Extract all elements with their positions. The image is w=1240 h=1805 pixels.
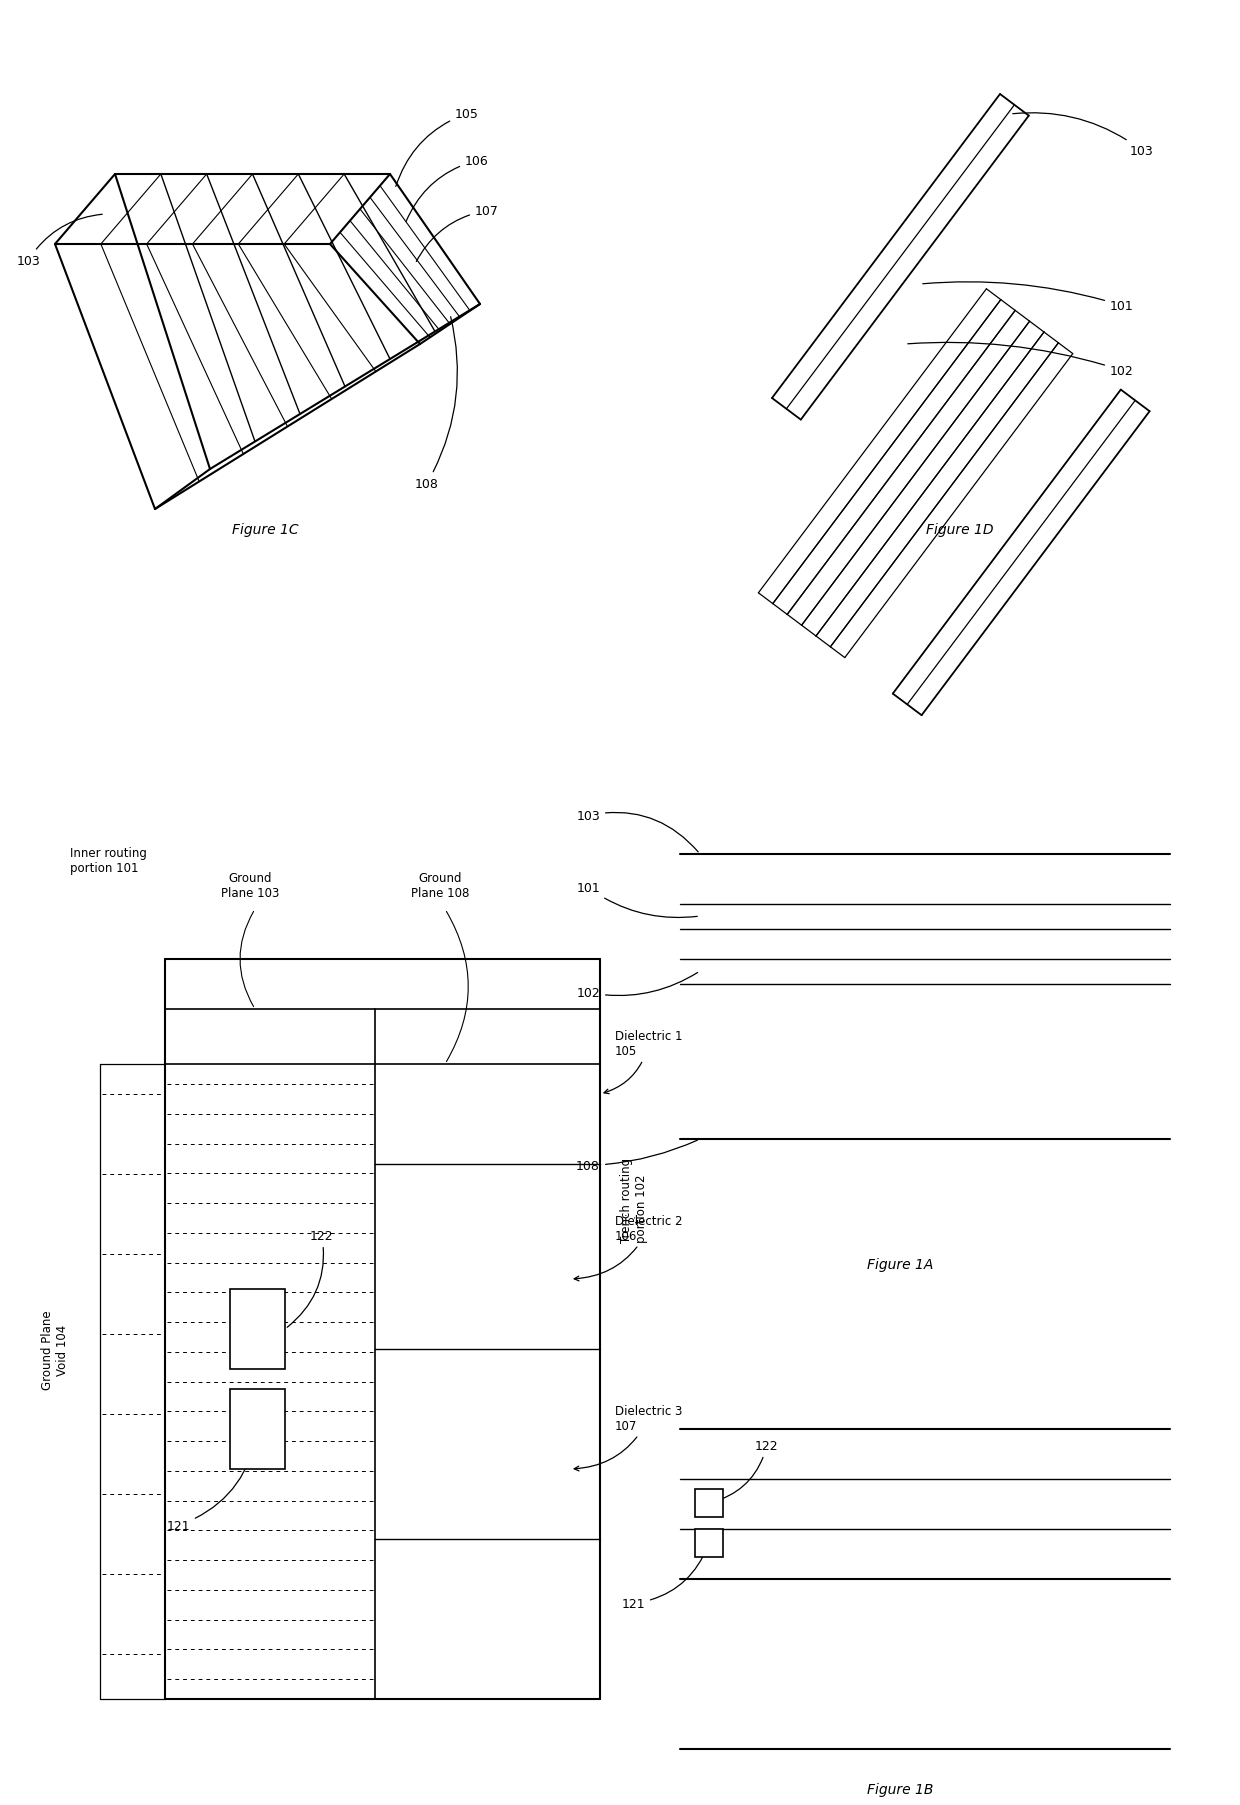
Text: Ground
Plane 103: Ground Plane 103 [221,872,279,899]
Text: 121: 121 [621,1545,708,1610]
Text: 108: 108 [415,318,458,491]
Text: Figure 1C: Figure 1C [232,523,299,536]
Text: Trench routing
portion 102: Trench routing portion 102 [620,1157,649,1242]
Text: Dielectric 2
106: Dielectric 2 106 [574,1215,682,1282]
Text: Figure 1B: Figure 1B [867,1782,934,1796]
Text: Dielectric 1
105: Dielectric 1 105 [604,1029,682,1094]
Bar [229,1289,285,1370]
Text: Ground Plane
Void 104: Ground Plane Void 104 [41,1309,69,1390]
Text: 103: 103 [577,810,698,852]
Text: Inner routing
portion 101: Inner routing portion 101 [69,847,146,874]
Text: 103: 103 [16,215,102,267]
Text: Figure 1A: Figure 1A [867,1258,934,1271]
Text: 122: 122 [288,1229,334,1327]
Text: 101: 101 [923,283,1133,312]
Text: 102: 102 [577,973,698,1000]
Text: 121: 121 [166,1431,257,1532]
Text: 108: 108 [577,1141,697,1173]
Bar [694,1489,723,1518]
Text: 105: 105 [396,108,479,188]
Text: 122: 122 [712,1439,779,1502]
Text: 103: 103 [1013,114,1153,157]
Text: 102: 102 [908,343,1133,377]
Text: 101: 101 [577,881,697,919]
Text: Figure 1D: Figure 1D [926,523,993,536]
Text: 107: 107 [417,206,498,262]
Bar [229,1390,285,1469]
Text: Ground
Plane 108: Ground Plane 108 [410,872,469,899]
Text: Dielectric 3
107: Dielectric 3 107 [574,1404,682,1471]
Text: 106: 106 [405,155,489,222]
Bar [694,1529,723,1558]
